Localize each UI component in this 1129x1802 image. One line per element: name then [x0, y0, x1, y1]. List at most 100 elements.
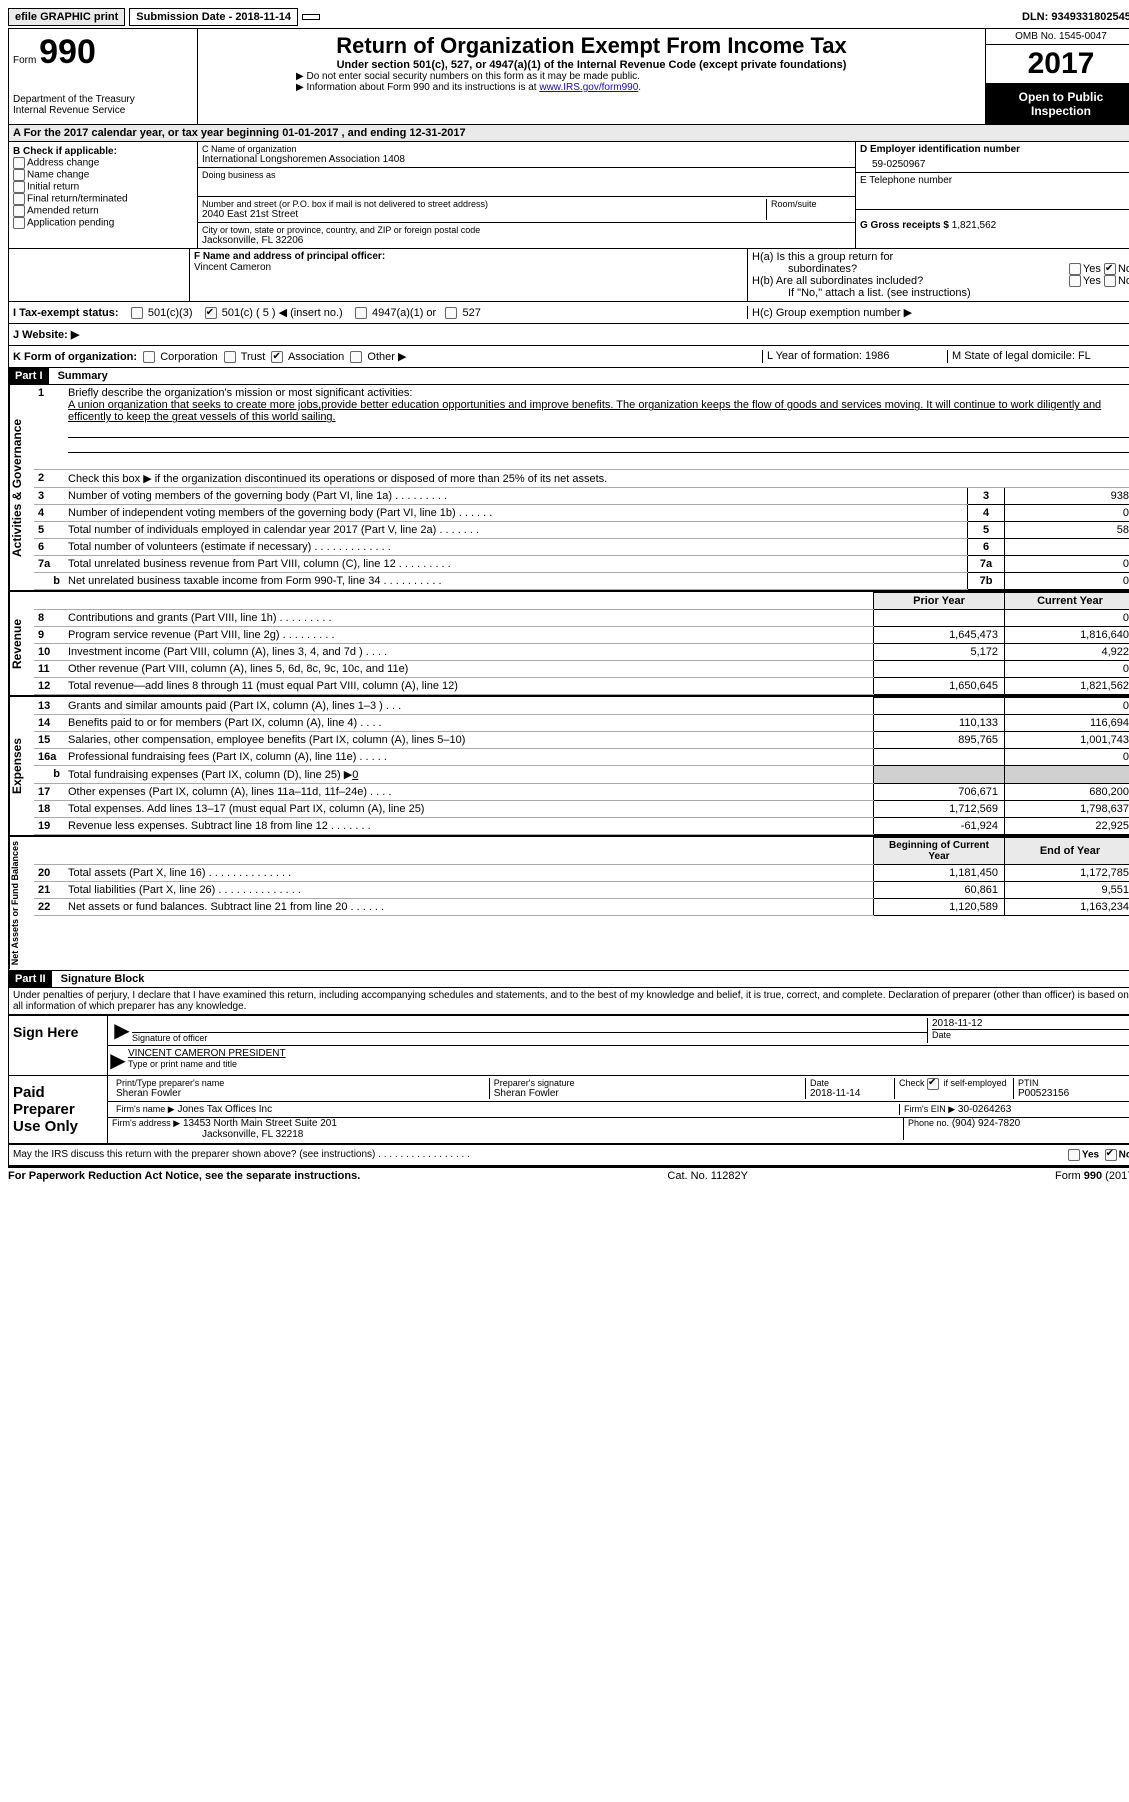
l1-label: Briefly describe the organization's miss… — [68, 387, 412, 399]
ha-no[interactable] — [1104, 263, 1116, 275]
tax-year: 2017 — [986, 45, 1129, 84]
efile-button[interactable]: efile GRAPHIC print — [8, 8, 125, 26]
pra-notice: For Paperwork Reduction Act Notice, see … — [8, 1170, 360, 1182]
l2: Check this box ▶ if the organization dis… — [64, 470, 1129, 488]
hb-yes[interactable] — [1069, 275, 1081, 287]
l16b: Total fundraising expenses (Part IX, col… — [64, 766, 874, 784]
ein-label: D Employer identification number — [860, 144, 1129, 155]
hb-no[interactable] — [1104, 275, 1116, 287]
firm-ein: 30-0264263 — [958, 1104, 1011, 1115]
ptin: P00523156 — [1018, 1088, 1128, 1099]
form-title: Return of Organization Exempt From Incom… — [206, 33, 977, 59]
firm-addr2: Jacksonville, FL 32218 — [112, 1129, 303, 1140]
l18: Total expenses. Add lines 13–17 (must eq… — [64, 801, 874, 818]
part-ii-header: Part II Signature Block — [9, 971, 1129, 988]
l22: Net assets or fund balances. Subtract li… — [64, 899, 874, 916]
chk-4947[interactable] — [355, 307, 367, 319]
l17: Other expenses (Part IX, column (A), lin… — [64, 784, 874, 801]
firm-name: Jones Tax Offices Inc — [177, 1104, 272, 1115]
info-note: ▶ Information about Form 990 and its ins… — [296, 82, 977, 93]
sign-here-label: Sign Here — [9, 1016, 108, 1075]
k-label: K Form of organization: — [13, 351, 137, 363]
chk-501c3[interactable] — [131, 307, 143, 319]
self-employed: Check if self-employed — [899, 1078, 1007, 1088]
preparer-name: Sheran Fowler — [116, 1088, 485, 1099]
officer-name-sub: Type or print name and title — [128, 1059, 1129, 1069]
section-de: D Employer identification number 59-0250… — [855, 142, 1129, 248]
chk-assoc[interactable] — [271, 351, 283, 363]
sig-officer-label: Signature of officer — [132, 1032, 927, 1043]
l14: Benefits paid to or for members (Part IX… — [64, 715, 874, 732]
discuss-yes[interactable] — [1068, 1149, 1080, 1161]
submission-date: Submission Date - 2018-11-14 — [129, 8, 298, 26]
cat-no: Cat. No. 11282Y — [667, 1170, 748, 1182]
ha-sub: subordinates? — [752, 263, 857, 275]
street: 2040 East 21st Street — [202, 209, 766, 220]
dln: DLN: 93493318025458 — [1022, 11, 1129, 23]
chk-other[interactable] — [350, 351, 362, 363]
l7a: Total unrelated business revenue from Pa… — [64, 556, 968, 573]
chk-pending[interactable] — [13, 217, 25, 229]
chk-trust[interactable] — [224, 351, 236, 363]
chk-final[interactable] — [13, 193, 25, 205]
street-label: Number and street (or P.O. box if mail i… — [202, 199, 766, 209]
l16a: Professional fundraising fees (Part IX, … — [64, 749, 874, 766]
firm-addr1: 13453 North Main Street Suite 201 — [183, 1118, 337, 1129]
l9: Program service revenue (Part VIII, line… — [64, 627, 874, 644]
chk-corp[interactable] — [143, 351, 155, 363]
form-label: Form — [13, 55, 36, 66]
footer: For Paperwork Reduction Act Notice, see … — [8, 1166, 1129, 1182]
part-ii-title: Signature Block — [55, 971, 151, 987]
signature-block: Sign Here ▶ Signature of officer 2018-11… — [8, 1016, 1129, 1166]
header-right: OMB No. 1545-0047 2017 Open to PublicIns… — [985, 29, 1129, 124]
discuss-no[interactable] — [1105, 1149, 1117, 1161]
org-name: International Longshoremen Association 1… — [202, 154, 851, 165]
form-990: Form 990 Department of the Treasury Inte… — [8, 28, 1129, 1016]
v4: 0 — [1005, 505, 1129, 522]
chk-amended[interactable] — [13, 205, 25, 217]
chk-name[interactable] — [13, 169, 25, 181]
end-hdr: End of Year — [1005, 838, 1129, 865]
dba-label: Doing business as — [202, 170, 851, 180]
part-ii-tag: Part II — [9, 971, 52, 987]
section-revenue: Revenue Prior YearCurrent Year 8Contribu… — [9, 592, 1129, 697]
chk-address[interactable] — [13, 157, 25, 169]
city: Jacksonville, FL 32206 — [202, 235, 851, 246]
chk-527[interactable] — [445, 307, 457, 319]
chk-501c[interactable] — [205, 307, 217, 319]
section-expenses: Expenses 13Grants and similar amounts pa… — [9, 697, 1129, 837]
v3: 938 — [1005, 488, 1129, 505]
firm-phone: (904) 924-7820 — [952, 1118, 1020, 1129]
row-i: I Tax-exempt status: 501(c)(3) 501(c) ( … — [9, 302, 1129, 324]
hb-label: H(b) Are all subordinates included? — [752, 275, 923, 287]
f-label: F Name and address of principal officer: — [194, 251, 743, 262]
spacer — [302, 14, 320, 20]
part-i-tag: Part I — [9, 368, 49, 384]
city-label: City or town, state or province, country… — [202, 225, 851, 235]
prior-hdr: Prior Year — [874, 593, 1005, 610]
gross-label: G Gross receipts $ — [860, 220, 952, 231]
m-state: M State of legal domicile: FL — [947, 350, 1129, 363]
l13: Grants and similar amounts paid (Part IX… — [64, 698, 874, 715]
info-grid: B Check if applicable: Address change Na… — [9, 142, 1129, 249]
gross-receipts: 1,821,562 — [952, 220, 997, 231]
l21: Total liabilities (Part X, line 26) . . … — [64, 882, 874, 899]
form-subtitle: Under section 501(c), 527, or 4947(a)(1)… — [206, 59, 977, 71]
row-a-period: A For the 2017 calendar year, or tax yea… — [9, 125, 1129, 142]
section-activities: Activities & Governance 1 Briefly descri… — [9, 385, 1129, 592]
irs: Internal Revenue Service — [13, 105, 193, 116]
open-public: Open to PublicInspection — [986, 84, 1129, 124]
preparer-date: 2018-11-14 — [810, 1088, 890, 1099]
chk-initial[interactable] — [13, 181, 25, 193]
irs-link[interactable]: www.IRS.gov/form990 — [539, 82, 638, 93]
chk-self-employed[interactable] — [927, 1078, 939, 1090]
c-name-label: C Name of organization — [202, 144, 851, 154]
v7b: 0 — [1005, 573, 1129, 590]
room-label: Room/suite — [771, 199, 851, 209]
l4: Number of independent voting members of … — [64, 505, 968, 522]
section-netassets: Net Assets or Fund Balances Beginning of… — [9, 837, 1129, 970]
v5: 58 — [1005, 522, 1129, 539]
ein: 59-0250967 — [860, 155, 1129, 170]
header-left: Form 990 Department of the Treasury Inte… — [9, 29, 198, 124]
ha-yes[interactable] — [1069, 263, 1081, 275]
